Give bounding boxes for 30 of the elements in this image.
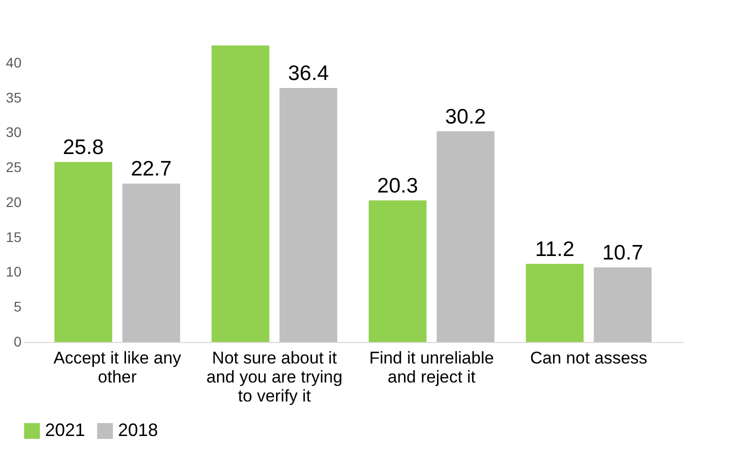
y-tick-label: 35 <box>6 89 22 106</box>
bar <box>54 162 112 342</box>
data-label: 30.2 <box>445 105 486 128</box>
bar <box>212 45 270 342</box>
y-tick-label: 5 <box>14 298 22 315</box>
x-tick-label: Find it unreliable and reject it <box>369 348 494 386</box>
data-label: 36.4 <box>288 62 330 86</box>
x-tick-label: Not sure about it and you are trying to verify it <box>206 348 342 406</box>
legend-label: 2018 <box>118 420 158 440</box>
x-tick-label: Can not assess <box>530 348 648 368</box>
y-tick-label: 25 <box>6 159 22 176</box>
x-tick-label: Accept it like any other <box>54 348 182 386</box>
legend-label: 2021 <box>45 420 86 440</box>
y-tick-label: 15 <box>6 228 22 245</box>
data-label: 10.7 <box>602 241 644 264</box>
y-tick-label: 20 <box>6 194 22 210</box>
bar <box>368 200 426 342</box>
bar <box>436 131 494 342</box>
data-label: 22.7 <box>130 158 172 181</box>
y-tick-label: 40 <box>6 54 22 70</box>
bar <box>122 184 180 342</box>
data-label: 20.3 <box>377 174 418 198</box>
bar <box>594 267 652 342</box>
data-label: 11.2 <box>535 238 574 261</box>
y-tick-label: 30 <box>6 124 22 140</box>
y-tick-label: 10 <box>6 264 22 280</box>
bar <box>280 88 338 342</box>
data-label: 25.8 <box>62 136 104 159</box>
bar <box>526 264 584 342</box>
y-tick-label: 0 <box>14 334 22 350</box>
